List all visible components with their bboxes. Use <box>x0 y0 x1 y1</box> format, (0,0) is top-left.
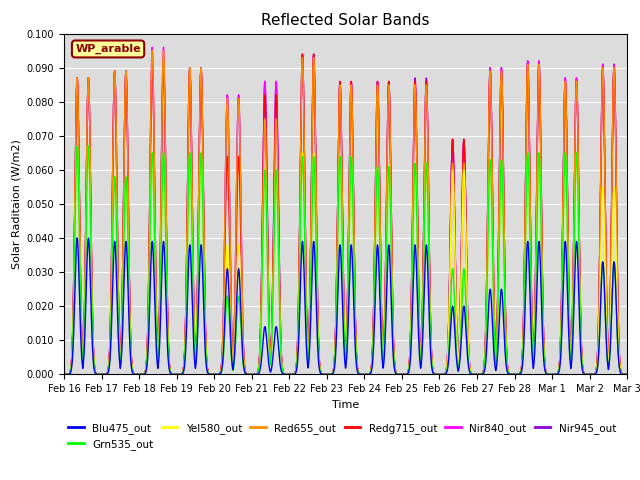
Blu475_out <box>276 362 284 368</box>
Red655_out <box>552 372 559 377</box>
Yel580_out <box>125 263 132 268</box>
Nir945_out <box>60 372 68 377</box>
Blu475_out <box>125 299 132 304</box>
Redg715_out <box>276 305 284 311</box>
Line: Nir840_out: Nir840_out <box>64 47 627 374</box>
Blu475_out <box>623 372 631 377</box>
Yel580_out <box>158 203 166 208</box>
Grn535_out <box>612 303 620 309</box>
Redg715_out <box>60 372 68 377</box>
Redg715_out <box>301 168 308 174</box>
Yel580_out <box>60 372 68 377</box>
Nir840_out <box>612 183 620 189</box>
Line: Red655_out: Red655_out <box>64 51 627 374</box>
Nir840_out <box>552 372 559 377</box>
Title: Reflected Solar Bands: Reflected Solar Bands <box>261 13 430 28</box>
Red655_out <box>612 185 620 191</box>
Red655_out <box>60 372 68 377</box>
Grn535_out <box>301 233 308 239</box>
Redg715_out <box>612 185 620 191</box>
Redg715_out <box>552 372 559 377</box>
Red655_out <box>158 124 166 130</box>
Nir945_out <box>623 372 631 377</box>
X-axis label: Time: Time <box>332 400 359 409</box>
Blu475_out <box>158 270 166 276</box>
Red655_out <box>276 319 284 325</box>
Yel580_out <box>276 330 284 336</box>
Nir945_out <box>124 189 132 195</box>
Grn535_out <box>60 372 68 377</box>
Red655_out <box>124 189 132 195</box>
Line: Redg715_out: Redg715_out <box>64 54 627 374</box>
Text: WP_arable: WP_arable <box>76 44 141 54</box>
Nir945_out <box>301 168 308 174</box>
Nir840_out <box>60 372 68 377</box>
Legend: Blu475_out, Grn535_out, Yel580_out, Red655_out, Redg715_out, Nir840_out, Nir945_: Blu475_out, Grn535_out, Yel580_out, Red6… <box>64 419 620 454</box>
Nir945_out <box>158 147 166 153</box>
Blu475_out <box>552 372 559 377</box>
Y-axis label: Solar Raditaion (W/m2): Solar Raditaion (W/m2) <box>11 139 21 269</box>
Grn535_out <box>552 372 559 377</box>
Yel580_out <box>612 258 620 264</box>
Red655_out <box>148 48 156 54</box>
Redg715_out <box>158 147 166 153</box>
Blu475_out <box>74 235 81 241</box>
Nir945_out <box>299 51 307 57</box>
Grn535_out <box>125 263 132 268</box>
Redg715_out <box>124 189 132 195</box>
Redg715_out <box>623 372 631 377</box>
Yel580_out <box>552 372 559 377</box>
Red655_out <box>301 170 308 176</box>
Grn535_out <box>623 372 631 377</box>
Blu475_out <box>301 287 308 293</box>
Nir840_out <box>623 372 631 377</box>
Nir840_out <box>148 44 156 50</box>
Yel580_out <box>623 372 631 377</box>
Redg715_out <box>299 51 307 57</box>
Grn535_out <box>276 330 284 336</box>
Nir945_out <box>552 372 559 377</box>
Nir840_out <box>158 122 166 128</box>
Nir945_out <box>276 302 284 308</box>
Nir840_out <box>301 168 308 174</box>
Red655_out <box>623 372 631 377</box>
Yel580_out <box>74 143 81 149</box>
Blu475_out <box>60 372 68 377</box>
Grn535_out <box>158 203 166 208</box>
Line: Grn535_out: Grn535_out <box>64 146 627 374</box>
Nir840_out <box>124 189 132 195</box>
Yel580_out <box>301 231 308 237</box>
Line: Blu475_out: Blu475_out <box>64 238 627 374</box>
Line: Yel580_out: Yel580_out <box>64 146 627 374</box>
Nir840_out <box>276 312 284 317</box>
Nir945_out <box>612 183 620 189</box>
Blu475_out <box>612 303 620 309</box>
Grn535_out <box>74 143 81 149</box>
Line: Nir945_out: Nir945_out <box>64 54 627 374</box>
